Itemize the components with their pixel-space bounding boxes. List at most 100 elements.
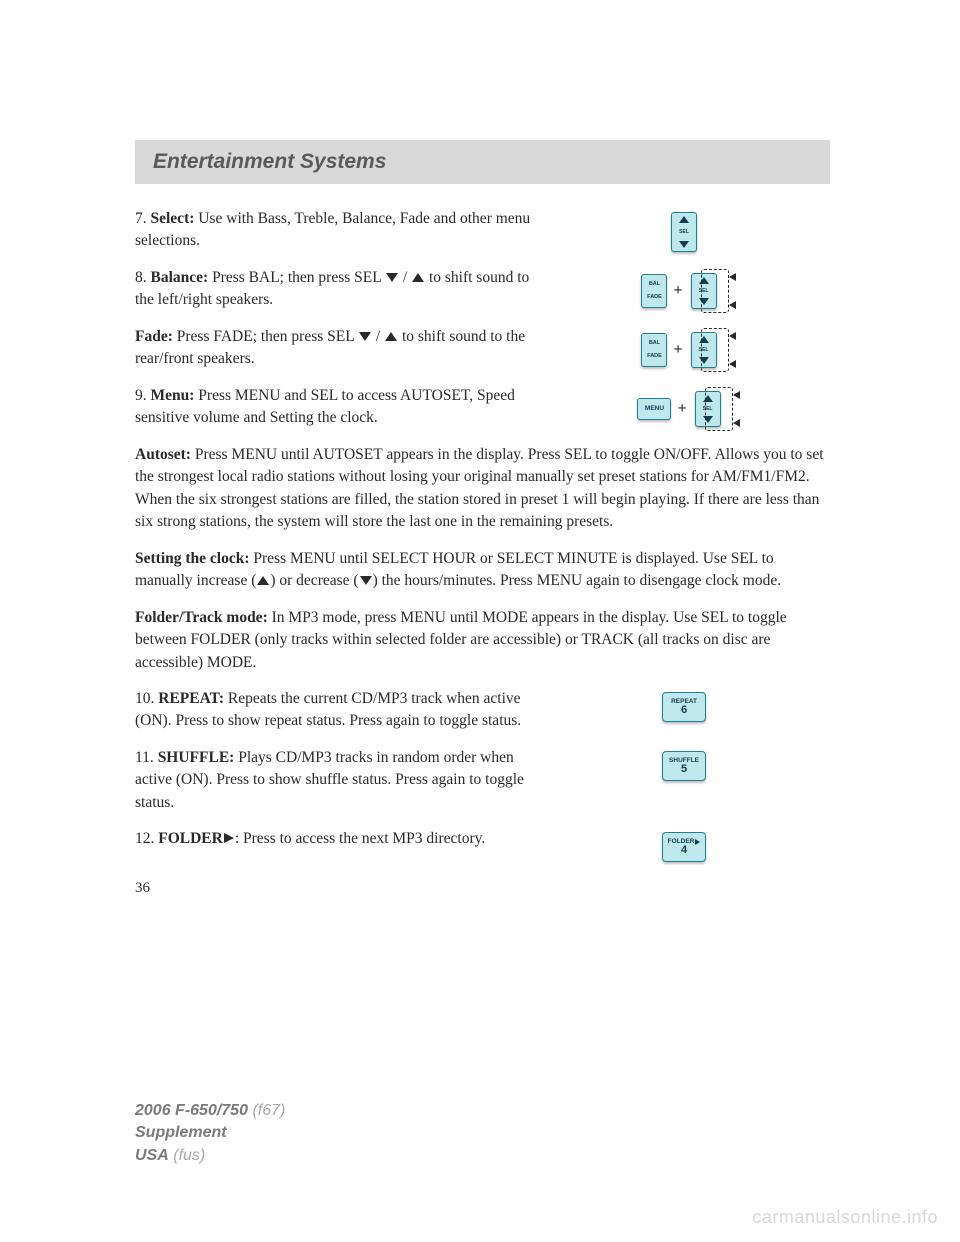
item-number: 12. [135,830,154,847]
footer-model-code: (f67) [252,1102,285,1119]
item-text: 9. Menu: Press MENU and SEL to access AU… [135,385,538,430]
pointer-left-icon [729,273,736,281]
down-triangle-icon [385,272,399,283]
footer-supplement: Supplement [135,1122,285,1144]
item-number: 11. [135,749,154,766]
repeat-button-icon: REPEAT 6 [662,692,706,722]
up-triangle-icon [384,331,398,342]
pointer-left-icon [733,391,740,399]
item-desc: : Press to access the next MP3 directory… [235,830,485,847]
sel-button-icon: SEL [691,332,717,368]
item-desc-mid: ) or decrease ( [270,572,358,589]
item-menu: 9. Menu: Press MENU and SEL to access AU… [135,385,830,430]
bal-fade-button-icon: BAL FADE [641,274,667,308]
watermark: carmanualsonline.info [752,1207,938,1228]
item-icon-col: SHUFFLE 5 [538,747,830,814]
item-clock: Setting the clock: Press MENU until SELE… [135,548,830,593]
item-repeat: 10. REPEAT: Repeats the current CD/MP3 t… [135,688,830,733]
item-text: 11. SHUFFLE: Plays CD/MP3 tracks in rand… [135,747,538,814]
item-label: FOLDER [158,830,223,847]
item-fade: Fade: Press FADE; then press SEL / to sh… [135,326,830,371]
up-triangle-icon [411,272,425,283]
item-number: 10. [135,690,154,707]
item-label: SHUFFLE: [158,749,235,766]
page-number: 36 [135,880,830,897]
menu-button-icon: MENU [637,398,671,420]
section-header: Entertainment Systems [135,140,830,184]
bal-fade-button-icon: BAL FADE [641,333,667,367]
sel-label: SEL [679,229,689,235]
plus-icon: + [673,282,682,300]
page-content: Entertainment Systems 7. Select: Use wit… [135,140,830,897]
down-arrow-icon [699,357,709,364]
up-arrow-icon [699,336,709,343]
bal-label: BAL [649,340,660,346]
item-desc-pre: Press FADE; then press SEL [173,328,358,345]
item-icon-col: BAL FADE + SEL [538,267,830,312]
item-folder-track: Folder/Track mode: In MP3 mode, press ME… [135,607,830,674]
item-balance: 8. Balance: Press BAL; then press SEL / … [135,267,830,312]
item-icon-col: BAL FADE + SEL [538,326,830,371]
item-number: 8. [135,269,147,286]
pointer-left-icon [729,332,736,340]
fade-label: FADE [647,353,662,359]
shuffle-button-icon: SHUFFLE 5 [662,751,706,781]
item-desc: Use with Bass, Treble, Balance, Fade and… [135,210,530,249]
item-text: Fade: Press FADE; then press SEL / to sh… [135,326,538,371]
footer-region-code: (fus) [173,1147,205,1164]
footer-line-1: 2006 F-650/750 (f67) [135,1100,285,1122]
down-triangle-icon [358,331,372,342]
item-autoset: Autoset: Press MENU until AUTOSET appear… [135,444,830,534]
sel-label: SEL [699,347,709,353]
dashed-selection-icon: SEL [689,330,727,370]
pointer-left-icon [733,419,740,427]
item-desc-post: ) the hours/minutes. Press MENU again to… [373,572,782,589]
item-icon-col: MENU + SEL [538,385,830,430]
item-icon-col: FOLDER 4 [538,828,830,862]
up-arrow-icon [699,277,709,284]
up-arrow-icon [703,395,713,402]
footer-region: USA [135,1147,169,1164]
item-desc-pre: Press BAL; then press SEL [208,269,385,286]
right-triangle-icon [223,832,235,844]
pointer-left-icon [729,301,736,309]
item-label: Autoset: [135,446,191,463]
fade-label: FADE [647,294,662,300]
item-icon-col: SEL [538,208,830,253]
plus-icon: + [677,400,686,418]
sel-label: SEL [699,288,709,294]
item-folder: 12. FOLDER : Press to access the next MP3… [135,828,830,862]
down-triangle-icon [359,575,373,586]
right-arrow-icon [695,839,700,845]
down-arrow-icon [699,298,709,305]
btn-number: 4 [681,845,687,856]
item-text: 10. REPEAT: Repeats the current CD/MP3 t… [135,688,538,733]
dashed-selection-icon: SEL [689,271,727,311]
btn-number: 6 [681,705,687,716]
sel-button-icon: SEL [691,273,717,309]
item-label: REPEAT: [158,690,224,707]
plus-icon: + [673,341,682,359]
section-title: Entertainment Systems [153,150,812,174]
pointer-left-icon [729,360,736,368]
item-shuffle: 11. SHUFFLE: Plays CD/MP3 tracks in rand… [135,747,830,814]
item-label: Balance: [151,269,209,286]
btn-number: 5 [681,764,687,775]
item-label: Select: [151,210,195,227]
item-text: 7. Select: Use with Bass, Treble, Balanc… [135,208,538,253]
item-label: Folder/Track mode: [135,609,268,626]
fade-combo-icon: BAL FADE + SEL [641,330,726,370]
item-icon-col: REPEAT 6 [538,688,830,733]
item-label: Fade: [135,328,173,345]
down-arrow-icon [703,416,713,423]
menu-combo-icon: MENU + SEL [637,389,730,429]
dashed-selection-icon: SEL [693,389,731,429]
item-label: Menu: [151,387,195,404]
footer: 2006 F-650/750 (f67) Supplement USA (fus… [135,1100,285,1167]
sel-label: SEL [703,406,713,412]
sel-button-icon: SEL [695,391,721,427]
folder-button-icon: FOLDER 4 [662,832,706,862]
down-arrow-icon [679,241,689,248]
up-arrow-icon [679,216,689,223]
item-text: 8. Balance: Press BAL; then press SEL / … [135,267,538,312]
